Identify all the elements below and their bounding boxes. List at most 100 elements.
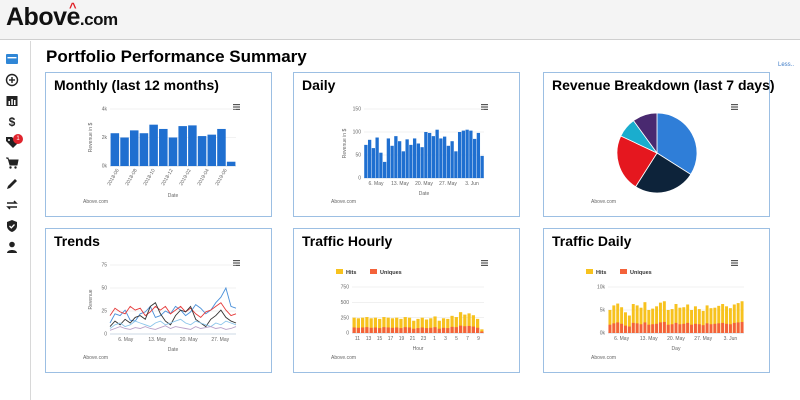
uniques-bar: [467, 325, 471, 333]
x-tick-label: 3. Jun: [724, 336, 738, 342]
y-axis-title: Revenue in $: [88, 123, 94, 153]
y-axis-title: Revenue in $: [342, 129, 348, 159]
x-tick-label: 6. May: [118, 337, 134, 343]
trend-line: [109, 286, 237, 324]
card-title: Revenue Breakdown (last 7 days): [552, 77, 775, 93]
uniques-bar: [399, 328, 403, 333]
uniques-bar: [725, 323, 728, 333]
uniques-bar: [705, 323, 709, 333]
bar: [217, 128, 226, 166]
x-tick-label: 21: [410, 336, 416, 342]
uniques-bar: [639, 324, 643, 333]
uniques-bar: [732, 322, 736, 333]
y-tick-label: 250: [341, 315, 350, 321]
legend-hits-swatch: [336, 269, 343, 274]
bar: [450, 141, 454, 178]
hits-bar: [424, 319, 429, 333]
uniques-bar: [441, 327, 446, 333]
chart-menu-icon[interactable]: [481, 260, 488, 266]
y-tick-label: 75: [101, 263, 107, 269]
bar: [226, 161, 236, 166]
x-tick-label: 17: [388, 336, 394, 342]
tags-icon[interactable]: [5, 135, 19, 149]
hits-bar: [437, 320, 441, 333]
x-tick-label: 2019-02: [178, 168, 192, 187]
bar: [207, 134, 217, 166]
card-title: Monthly (last 12 months): [54, 77, 219, 93]
y-tick-label: 0k: [102, 164, 108, 170]
uniques-bar: [627, 326, 631, 333]
uniques-bar: [690, 324, 694, 333]
dollar-icon[interactable]: $: [5, 114, 19, 128]
uniques-bar: [471, 326, 475, 333]
transfer-icon[interactable]: [5, 198, 19, 212]
hits-bar: [732, 304, 736, 333]
bar: [364, 144, 368, 178]
y-tick-label: 0: [104, 332, 107, 338]
uniques-bar: [390, 327, 395, 333]
hits-bar: [662, 301, 666, 333]
less-link[interactable]: Less..: [777, 62, 794, 68]
x-tick-label: 20. May: [415, 181, 433, 187]
hits-bar: [616, 303, 620, 333]
hits-bar: [631, 304, 635, 333]
pie-slice: [632, 112, 658, 155]
uniques-bar: [369, 327, 373, 333]
revenue-breakdown-chart: [616, 112, 698, 194]
uniques-bar: [458, 325, 463, 333]
card-title: Traffic Daily: [552, 233, 632, 249]
uniques-bar: [356, 327, 361, 333]
uniques-bar: [713, 323, 717, 333]
hits-bar: [717, 305, 721, 333]
chart-menu-icon[interactable]: [233, 260, 240, 266]
x-axis-title: Date: [168, 347, 179, 353]
pie-slice: [635, 152, 692, 194]
uniques-bar: [463, 326, 467, 333]
uniques-bar: [454, 327, 458, 333]
uniques-bar: [686, 322, 690, 333]
chart-menu-icon[interactable]: [731, 260, 738, 266]
cart-icon[interactable]: [5, 156, 19, 170]
shield-icon[interactable]: [5, 219, 19, 233]
dashboard-icon[interactable]: [5, 52, 19, 66]
chart-menu-icon[interactable]: [233, 104, 240, 110]
notification-badge: 1: [13, 134, 23, 144]
uniques-bar: [386, 327, 390, 333]
monthly-chart: 0k 2k 4k Revenue in $ Date 2018-06 2018-08 2018…: [88, 107, 236, 199]
bar: [139, 133, 149, 166]
bar: [375, 137, 379, 178]
y-tick-label: 4k: [102, 107, 108, 113]
x-tick-label: 7: [466, 336, 469, 342]
x-tick-label: 27. May: [439, 181, 457, 187]
hits-bar: [620, 307, 624, 333]
bar: [371, 148, 376, 178]
hits-bar: [407, 317, 412, 333]
hits-bar: [736, 303, 740, 333]
hits-bar: [725, 306, 728, 333]
card-daily: Daily 0 50 100 150 Revenue in $ Date 6. May 13.…: [293, 72, 520, 217]
chart-menu-icon[interactable]: [481, 104, 488, 110]
user-icon[interactable]: [5, 240, 19, 254]
hits-bar: [458, 312, 463, 333]
chart-menu-icon[interactable]: [731, 104, 738, 110]
uniques-bar: [365, 327, 369, 333]
uniques-bar: [651, 324, 655, 333]
hits-bar: [705, 305, 709, 333]
x-tick-label: 9: [477, 336, 480, 342]
uniques-bar: [412, 328, 416, 333]
hits-bar: [728, 308, 732, 333]
bar: [465, 129, 469, 178]
uniques-bar: [693, 323, 697, 333]
y-tick-label: 150: [353, 107, 362, 113]
logo[interactable]: Above.com ^: [6, 0, 118, 32]
hits-bar: [686, 304, 690, 333]
pencil-icon[interactable]: [5, 177, 19, 191]
uniques-bar: [662, 321, 666, 333]
bar: [394, 136, 398, 178]
uniques-bar: [635, 323, 639, 333]
bar: [397, 141, 402, 178]
add-circle-icon[interactable]: [5, 73, 19, 87]
bar-chart-icon[interactable]: [5, 94, 19, 108]
bar: [379, 152, 383, 178]
uniques-bar: [643, 322, 647, 333]
